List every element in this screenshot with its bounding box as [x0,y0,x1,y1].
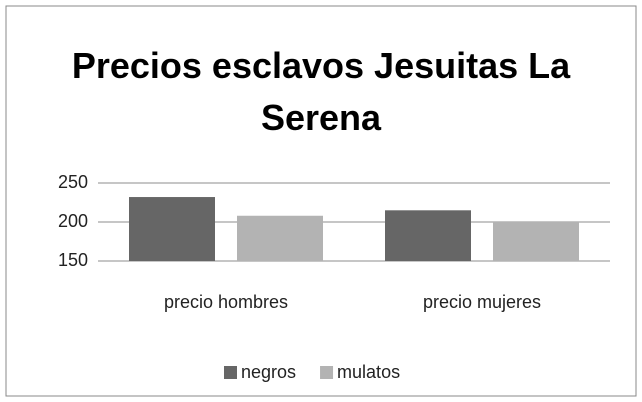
chart-title: Precios esclavos Jesuitas La Serena [71,45,571,138]
y-tick-label: 150 [58,250,88,270]
legend-swatch [320,366,334,379]
x-tick-label: precio hombres [164,292,288,312]
legend-label: negros [241,362,296,382]
legend-swatch [224,366,237,379]
chart-frame [5,5,637,397]
y-tick-label: 250 [58,172,88,192]
bar [493,222,579,261]
bar [237,215,323,261]
x-tick-label: precio mujeres [423,292,541,312]
bar [129,197,215,261]
legend-label: mulatos [337,362,400,382]
bar [385,210,471,261]
y-tick-label: 200 [58,211,88,231]
